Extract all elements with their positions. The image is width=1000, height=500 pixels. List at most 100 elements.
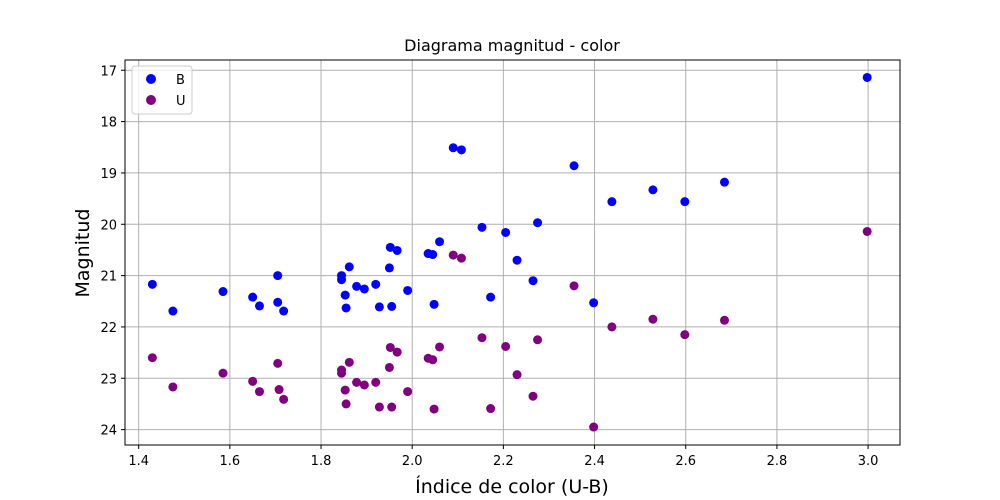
point-b [352,281,362,291]
x-tick-label: 1.4 [128,454,149,469]
point-b [374,302,384,312]
point-b [589,298,599,308]
point-u [344,357,354,367]
x-tick-label: 3.0 [858,454,879,469]
point-u [273,358,283,368]
point-b [648,185,658,195]
point-b [341,303,351,313]
y-tick-label: 19 [100,167,117,182]
point-u [385,342,395,352]
point-b [501,227,511,237]
x-tick-label: 1.6 [220,454,241,469]
point-u [862,226,872,236]
point-u [448,250,458,260]
point-b [477,222,487,232]
point-b [429,299,439,309]
y-axis-label: Magnitud [72,209,94,298]
point-b [218,287,228,297]
point-b [456,145,466,155]
point-u [680,330,690,340]
point-u [533,335,543,345]
point-b [254,301,264,311]
point-b [428,250,438,260]
point-u [218,368,228,378]
y-tick-label: 22 [100,321,117,336]
point-u [435,342,445,352]
data-points [147,72,872,432]
point-b [569,161,579,171]
point-b [862,72,872,82]
point-u [371,377,381,387]
point-b [719,177,729,187]
x-tick-label: 2.4 [584,454,605,469]
point-b [392,245,402,255]
legend-label-b: B [176,73,185,88]
point-b [359,284,369,294]
point-u [486,404,496,414]
legend: B U [131,65,193,115]
point-u [387,402,397,412]
y-tick-label: 24 [100,424,117,439]
legend-label-u: U [176,94,186,109]
x-tick-label: 2.0 [402,454,423,469]
point-b [337,275,347,285]
point-u [359,380,369,390]
point-u [340,385,350,395]
point-b [371,279,381,289]
point-u [501,341,511,351]
point-u [168,382,178,392]
point-u [569,281,579,291]
point-u [279,394,289,404]
point-u [429,404,439,414]
axis-ticks: 1.4 1.6 1.8 2.0 2.2 2.4 2.6 2.8 3.0 17 18 19 20 21 22 2… [100,64,878,469]
point-b [248,292,258,302]
point-b [344,262,354,272]
point-b [486,292,496,302]
point-b [403,285,413,295]
legend-marker-u [146,95,156,105]
point-u [254,387,264,397]
point-u [477,333,487,343]
point-u [589,422,599,432]
chart-title: Diagrama magnitud - color [404,36,620,55]
point-u [374,402,384,412]
point-b [384,263,394,273]
point-u [392,347,402,357]
point-u [274,385,284,395]
y-tick-label: 21 [100,270,117,285]
point-b [512,255,522,265]
y-tick-label: 20 [100,218,117,233]
point-u [403,387,413,397]
point-b [528,276,538,286]
plot-frame [124,59,901,446]
point-u [341,399,351,409]
point-u [512,370,522,380]
point-u [352,377,362,387]
series-b [147,72,872,316]
point-b [533,218,543,228]
point-b [147,279,157,289]
point-u [528,391,538,401]
point-b [387,301,397,311]
x-axis-label: Índice de color (U-B) [415,475,609,498]
point-u [719,315,729,325]
point-b [279,306,289,316]
point-b [168,306,178,316]
point-b [273,271,283,281]
x-tick-label: 1.8 [311,454,332,469]
point-u [456,253,466,263]
point-b [607,197,617,207]
point-u [428,355,438,365]
series-u [147,226,872,432]
x-tick-label: 2.6 [675,454,696,469]
point-u [384,362,394,372]
y-tick-label: 23 [100,372,117,387]
point-b [385,242,395,252]
grid [125,60,900,445]
legend-marker-b [146,74,156,84]
x-tick-label: 2.2 [493,454,514,469]
point-b [435,237,445,247]
point-u [607,322,617,332]
point-u [248,376,258,386]
y-tick-label: 18 [100,116,117,131]
